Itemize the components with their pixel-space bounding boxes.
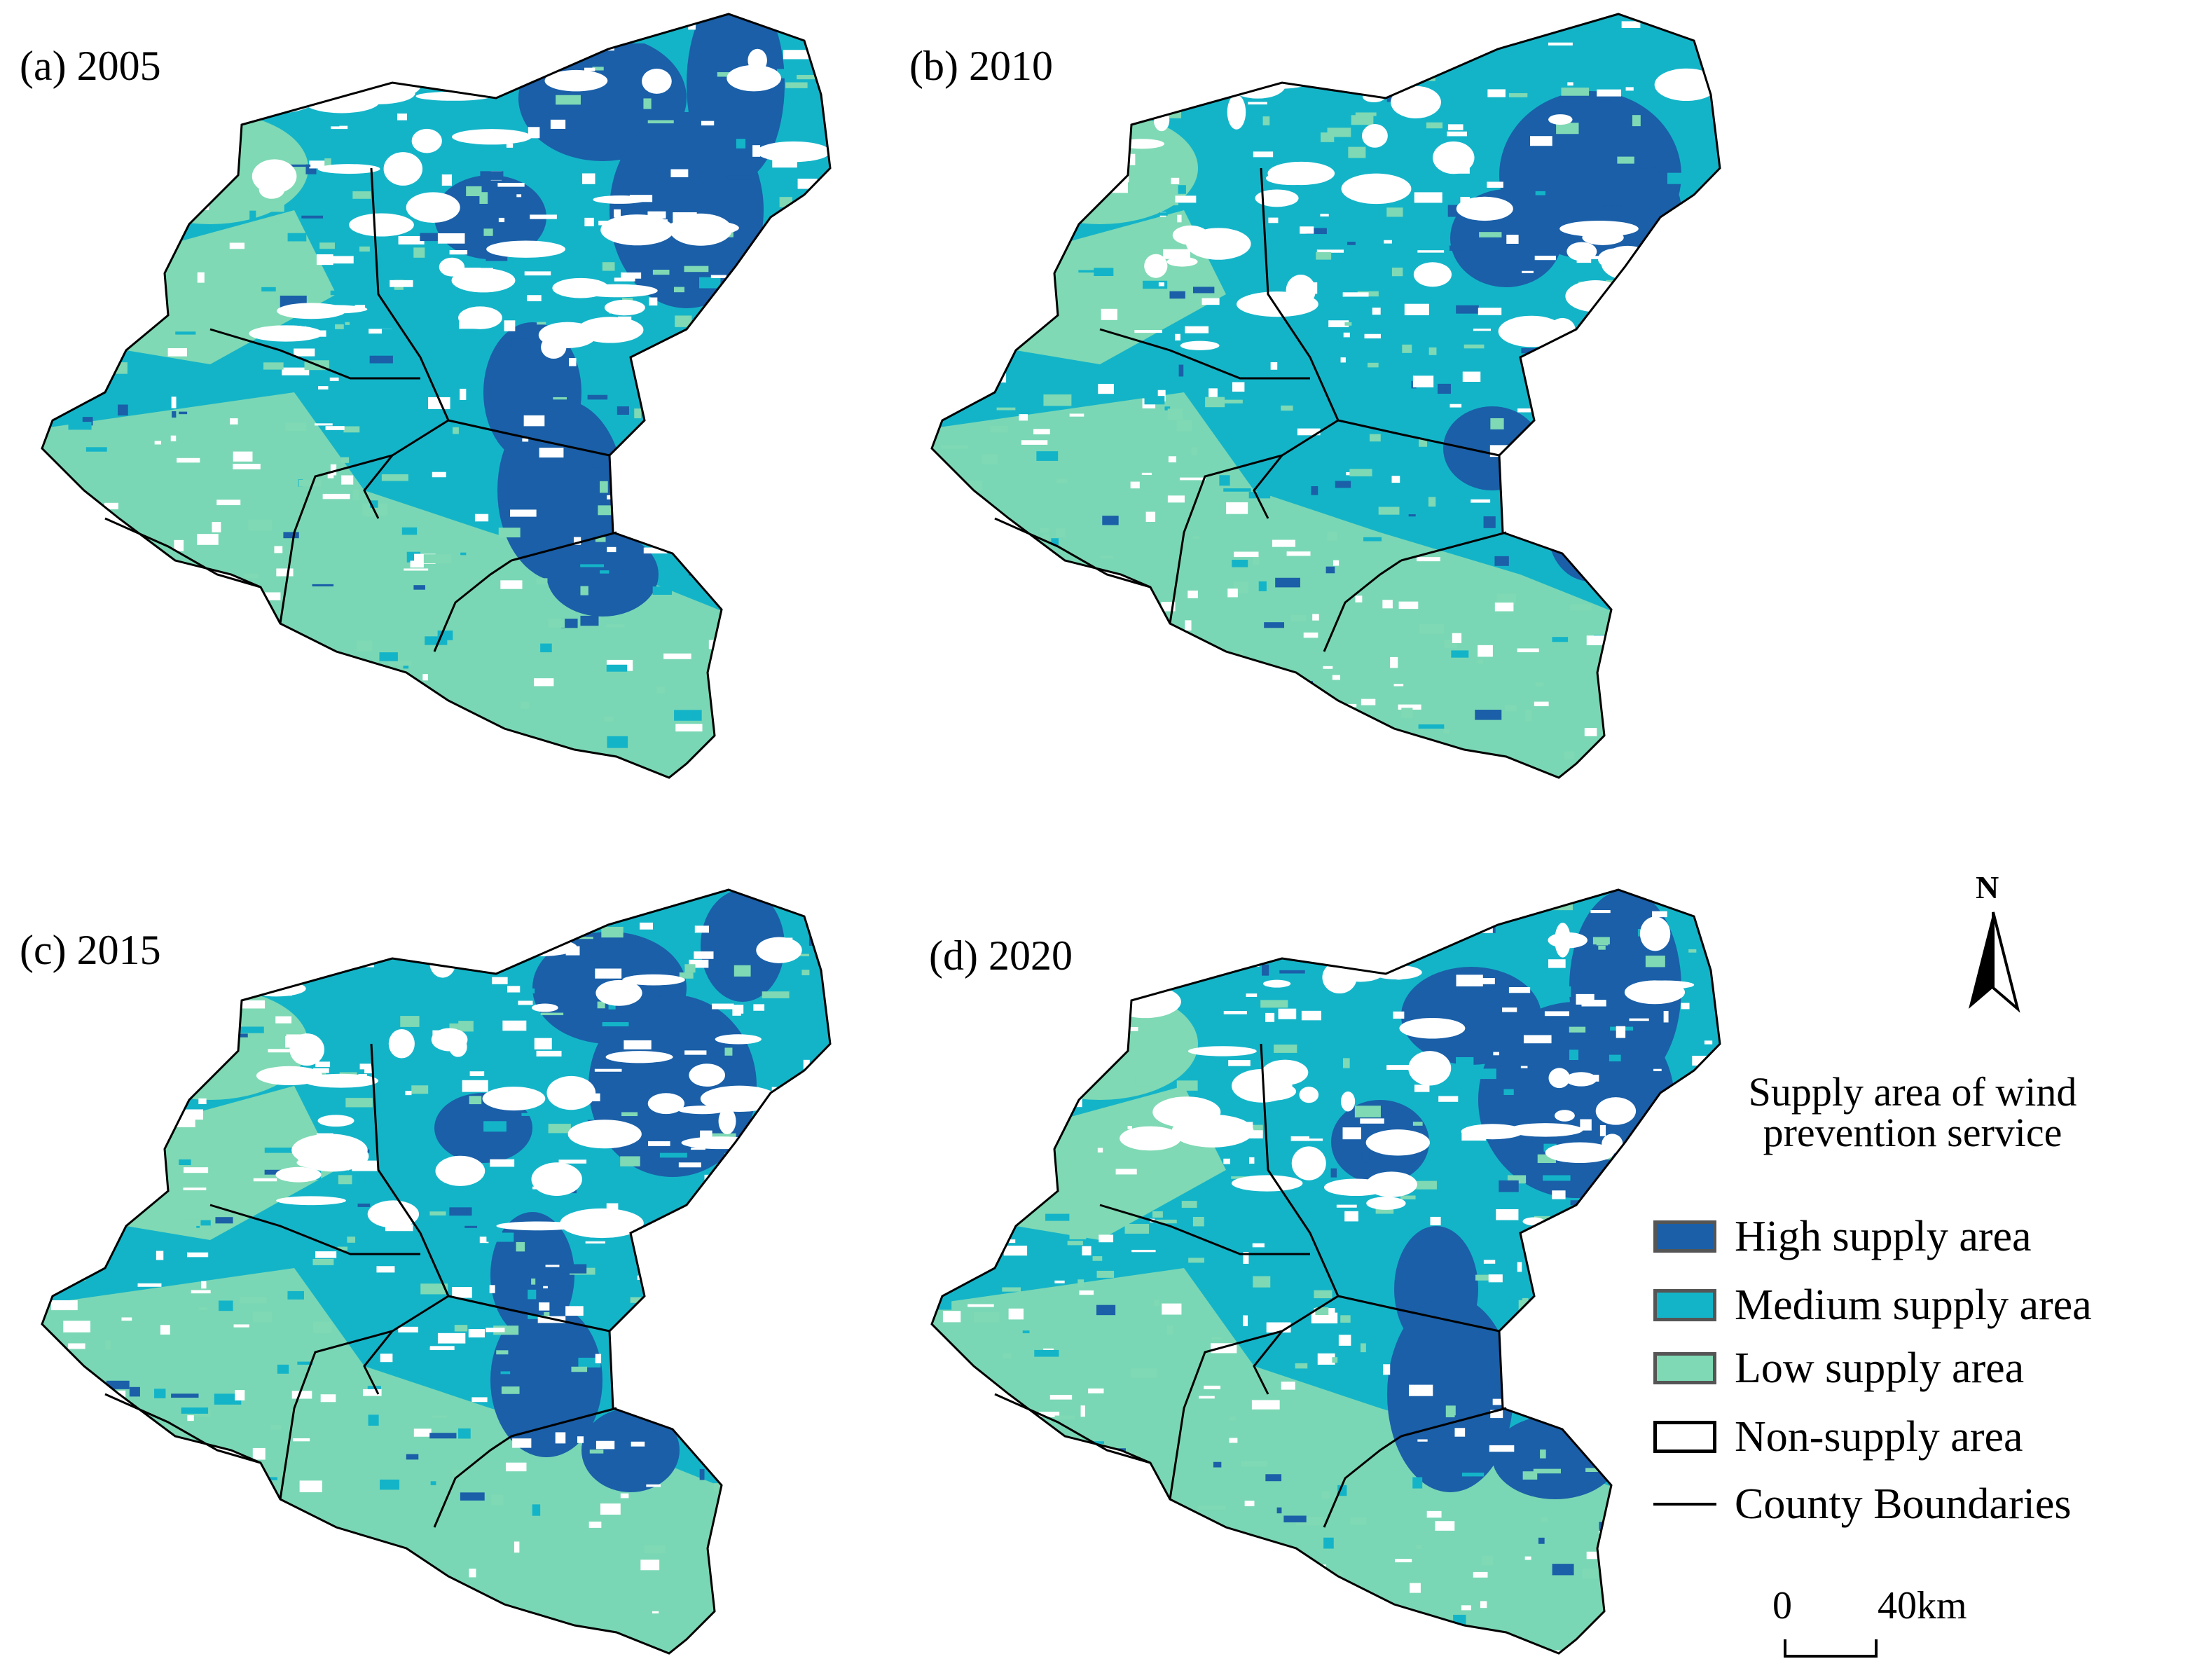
north-arrow: N	[1955, 869, 2032, 1016]
panel-label-2015: (c) 2015	[20, 927, 161, 973]
legend-line-boundary	[1653, 1503, 1716, 1506]
map-panel-2020: (d) 2020	[890, 876, 1751, 1680]
region-map-2015	[41, 888, 832, 1655]
region-map-2010	[930, 13, 1721, 779]
scale-start-label: 0	[1772, 1584, 1792, 1627]
legend-swatch-none	[1653, 1421, 1716, 1453]
map-panel-2005: (a) 2005	[0, 0, 862, 827]
north-arrow-icon	[1969, 911, 2020, 1013]
map-panel-2015: (c) 2015	[0, 876, 862, 1680]
map-panel-2010: (b) 2010	[890, 0, 1751, 827]
region-map-2020	[930, 888, 1721, 1655]
panel-label-2005: (a) 2005	[20, 43, 161, 89]
legend-item-high: High supply area	[1653, 1212, 2032, 1261]
legend-swatch-medium	[1653, 1289, 1716, 1321]
legend-item-low: Low supply area	[1653, 1344, 2024, 1393]
legend-label-boundary: County Boundaries	[1735, 1480, 2072, 1528]
scale-bar: 0 40km	[1772, 1583, 1997, 1667]
panel-label-2020: (d) 2020	[929, 932, 1073, 979]
scale-end-label: 40km	[1878, 1584, 1967, 1627]
legend-title-line2: prevention service	[1763, 1110, 2062, 1155]
legend-swatch-high	[1653, 1220, 1716, 1253]
legend-item-medium: Medium supply area	[1653, 1281, 2092, 1330]
legend-label-high: High supply area	[1735, 1212, 2032, 1260]
legend-label-none: Non-supply area	[1735, 1412, 2023, 1461]
legend-item-boundary: County Boundaries	[1653, 1480, 2071, 1529]
legend: Supply area of wind prevention service H…	[1639, 1069, 2186, 1528]
legend-title-line1: Supply area of wind	[1748, 1069, 2077, 1115]
legend-label-low: Low supply area	[1735, 1344, 2025, 1392]
region-map-2005	[41, 13, 832, 779]
legend-item-none: Non-supply area	[1653, 1412, 2023, 1461]
legend-label-medium: Medium supply area	[1735, 1281, 2092, 1329]
north-letter: N	[1976, 869, 1999, 905]
panel-label-2010: (b) 2010	[909, 43, 1053, 89]
scale-bar-line	[1784, 1639, 1878, 1658]
legend-swatch-low	[1653, 1352, 1716, 1384]
